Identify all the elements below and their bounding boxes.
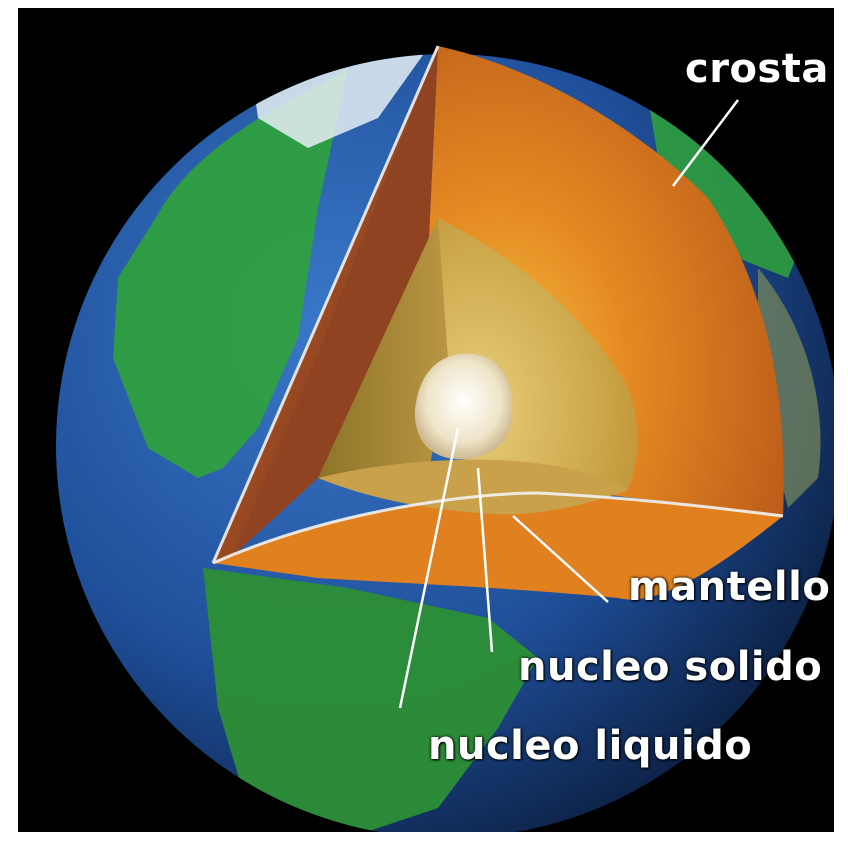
nucleo-liquido-leader-line (398, 427, 460, 709)
inner-core (414, 353, 513, 460)
crust-label: crosta (685, 46, 829, 92)
mantello-leader-line (512, 515, 609, 603)
mantle-label: mantello (628, 564, 831, 610)
mantle-left-face (233, 46, 438, 556)
south-america-landmass (203, 568, 538, 832)
outer-core-label: nucleo liquido (428, 723, 753, 769)
cut-edge-lines (211, 45, 784, 565)
north-america-landmass (113, 68, 348, 478)
leader-lines (398, 99, 739, 709)
europe-landmass (648, 98, 808, 278)
earth-illustration (56, 45, 834, 832)
crosta-leader-line (672, 99, 739, 187)
cutaway-wedge (211, 45, 784, 600)
earth-cross-section-diagram: crosta mantello nucleo solido nucleo liq… (18, 8, 834, 832)
inner-core-label: nucleo solido (518, 644, 823, 690)
continents (113, 54, 821, 832)
mantle-bottom-band (213, 493, 783, 600)
nucleo-solido-leader-line (476, 467, 494, 653)
outer-core-bottom (318, 459, 628, 515)
